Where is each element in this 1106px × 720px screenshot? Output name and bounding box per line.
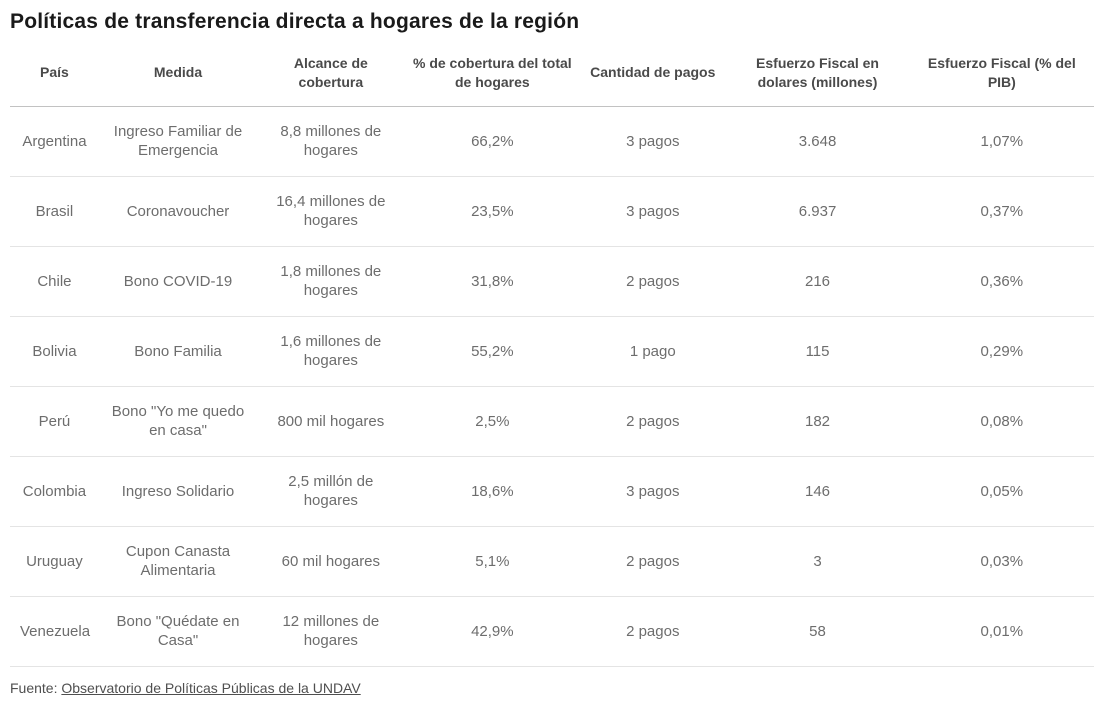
cell-esfuerzo-dolares: 182 xyxy=(725,386,910,457)
column-header-esfuerzo-dolares: Esfuerzo Fiscal en dolares (millones) xyxy=(725,44,910,107)
table-row: Bolivia Bono Familia 1,6 millones de hog… xyxy=(10,316,1094,387)
cell-pagos: 3 pagos xyxy=(580,176,726,247)
cell-medida: Coronavoucher xyxy=(98,176,258,247)
cell-pagos: 2 pagos xyxy=(580,596,726,667)
cell-esfuerzo-pib: 0,37% xyxy=(909,176,1094,247)
transfers-table: País Medida Alcance de cobertura % de co… xyxy=(10,44,1094,667)
cell-medida: Bono Familia xyxy=(98,316,258,387)
cell-pais: Uruguay xyxy=(10,526,99,597)
cell-esfuerzo-pib: 1,07% xyxy=(909,106,1094,177)
cell-medida: Cupon Canasta Alimentaria xyxy=(98,526,258,597)
cell-alcance: 1,8 millones de hogares xyxy=(257,246,405,317)
cell-alcance: 16,4 millones de hogares xyxy=(257,176,405,247)
cell-esfuerzo-pib: 0,29% xyxy=(909,316,1094,387)
cell-pais: Venezuela xyxy=(10,596,99,667)
table-row: Chile Bono COVID-19 1,8 millones de hoga… xyxy=(10,246,1094,317)
cell-esfuerzo-pib: 0,01% xyxy=(909,596,1094,667)
cell-medida: Bono "Yo me quedo en casa" xyxy=(98,386,258,457)
source-link[interactable]: Observatorio de Políticas Públicas de la… xyxy=(61,679,361,696)
cell-alcance: 60 mil hogares xyxy=(257,526,405,597)
column-header-pais: País xyxy=(10,44,99,107)
table-row: Perú Bono "Yo me quedo en casa" 800 mil … xyxy=(10,386,1094,457)
cell-esfuerzo-dolares: 115 xyxy=(725,316,910,387)
cell-cobertura: 42,9% xyxy=(404,596,581,667)
cell-pais: Perú xyxy=(10,386,99,457)
cell-pais: Brasil xyxy=(10,176,99,247)
cell-cobertura: 2,5% xyxy=(404,386,581,457)
cell-medida: Bono "Quédate en Casa" xyxy=(98,596,258,667)
cell-esfuerzo-dolares: 3 xyxy=(725,526,910,597)
cell-pagos: 2 pagos xyxy=(580,386,726,457)
cell-alcance: 8,8 millones de hogares xyxy=(257,106,405,177)
cell-esfuerzo-dolares: 6.937 xyxy=(725,176,910,247)
cell-esfuerzo-pib: 0,05% xyxy=(909,456,1094,527)
column-header-pagos: Cantidad de pagos xyxy=(580,44,726,107)
source-line: Fuente: Observatorio de Políticas Públic… xyxy=(10,667,1094,706)
cell-alcance: 2,5 millón de hogares xyxy=(257,456,405,527)
table-row: Argentina Ingreso Familiar de Emergencia… xyxy=(10,106,1094,177)
table-row: Colombia Ingreso Solidario 2,5 millón de… xyxy=(10,456,1094,527)
column-header-medida: Medida xyxy=(98,44,258,107)
cell-cobertura: 23,5% xyxy=(404,176,581,247)
cell-medida: Ingreso Familiar de Emergencia xyxy=(98,106,258,177)
cell-esfuerzo-dolares: 216 xyxy=(725,246,910,317)
cell-pais: Chile xyxy=(10,246,99,317)
cell-cobertura: 5,1% xyxy=(404,526,581,597)
cell-cobertura: 66,2% xyxy=(404,106,581,177)
column-header-cobertura: % de cobertura del total de hogares xyxy=(404,44,581,107)
cell-pagos: 1 pago xyxy=(580,316,726,387)
cell-esfuerzo-dolares: 58 xyxy=(725,596,910,667)
cell-esfuerzo-dolares: 146 xyxy=(725,456,910,527)
cell-alcance: 1,6 millones de hogares xyxy=(257,316,405,387)
cell-esfuerzo-pib: 0,36% xyxy=(909,246,1094,317)
cell-alcance: 12 millones de hogares xyxy=(257,596,405,667)
column-header-esfuerzo-pib: Esfuerzo Fiscal (% del PIB) xyxy=(909,44,1094,107)
cell-medida: Ingreso Solidario xyxy=(98,456,258,527)
cell-pagos: 3 pagos xyxy=(580,456,726,527)
cell-pagos: 2 pagos xyxy=(580,526,726,597)
cell-alcance: 800 mil hogares xyxy=(257,386,405,457)
cell-cobertura: 55,2% xyxy=(404,316,581,387)
cell-cobertura: 18,6% xyxy=(404,456,581,527)
cell-medida: Bono COVID-19 xyxy=(98,246,258,317)
cell-pais: Colombia xyxy=(10,456,99,527)
cell-pagos: 3 pagos xyxy=(580,106,726,177)
cell-esfuerzo-pib: 0,03% xyxy=(909,526,1094,597)
cell-pais: Argentina xyxy=(10,106,99,177)
table-header-row: País Medida Alcance de cobertura % de co… xyxy=(10,44,1094,107)
page-title: Políticas de transferencia directa a hog… xyxy=(10,10,580,33)
cell-esfuerzo-pib: 0,08% xyxy=(909,386,1094,457)
table-row: Uruguay Cupon Canasta Alimentaria 60 mil… xyxy=(10,526,1094,597)
table-row: Brasil Coronavoucher 16,4 millones de ho… xyxy=(10,176,1094,247)
cell-esfuerzo-dolares: 3.648 xyxy=(725,106,910,177)
column-header-alcance: Alcance de cobertura xyxy=(257,44,405,107)
cell-cobertura: 31,8% xyxy=(404,246,581,317)
cell-pagos: 2 pagos xyxy=(580,246,726,317)
table-row: Venezuela Bono "Quédate en Casa" 12 mill… xyxy=(10,596,1094,667)
source-prefix: Fuente: xyxy=(10,679,62,696)
cell-pais: Bolivia xyxy=(10,316,99,387)
